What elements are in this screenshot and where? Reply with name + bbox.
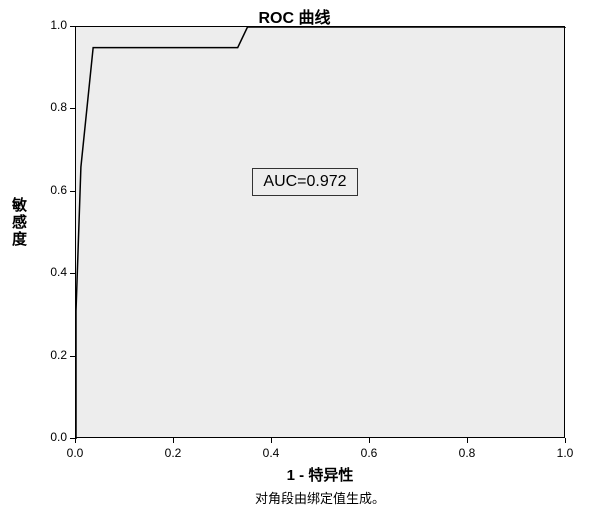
- x-tick-label: 0.0: [60, 446, 90, 460]
- y-axis-label: 敏感度: [8, 197, 29, 248]
- auc-text: AUC=0.972: [263, 173, 346, 190]
- y-tick-mark: [70, 108, 75, 109]
- x-tick-label: 0.2: [158, 446, 188, 460]
- x-tick-label: 0.4: [256, 446, 286, 460]
- y-tick-mark: [70, 191, 75, 192]
- x-tick-mark: [565, 438, 566, 443]
- y-tick-label: 0.8: [37, 100, 67, 114]
- x-tick-mark: [467, 438, 468, 443]
- roc-curve-line: [76, 27, 566, 439]
- x-tick-label: 0.8: [452, 446, 482, 460]
- roc-chart: ROC 曲线 AUC=0.972 敏感度 1 - 特异性 对角段由绑定值生成。 …: [0, 0, 589, 516]
- x-tick-mark: [369, 438, 370, 443]
- y-tick-label: 0.2: [37, 348, 67, 362]
- chart-caption: 对角段由绑定值生成。: [75, 488, 565, 507]
- y-tick-mark: [70, 26, 75, 27]
- roc-curve-svg: [76, 27, 566, 439]
- x-tick-mark: [173, 438, 174, 443]
- x-tick-mark: [75, 438, 76, 443]
- plot-area: AUC=0.972: [75, 26, 565, 438]
- y-tick-label: 1.0: [37, 18, 67, 32]
- x-tick-label: 1.0: [550, 446, 580, 460]
- y-tick-label: 0.0: [37, 430, 67, 444]
- x-tick-label: 0.6: [354, 446, 384, 460]
- auc-annotation: AUC=0.972: [252, 168, 357, 196]
- chart-title: ROC 曲线: [0, 4, 589, 28]
- y-tick-label: 0.4: [37, 265, 67, 279]
- x-tick-mark: [271, 438, 272, 443]
- x-axis-label: 1 - 特异性: [75, 464, 565, 485]
- y-tick-label: 0.6: [37, 183, 67, 197]
- y-tick-mark: [70, 273, 75, 274]
- y-tick-mark: [70, 356, 75, 357]
